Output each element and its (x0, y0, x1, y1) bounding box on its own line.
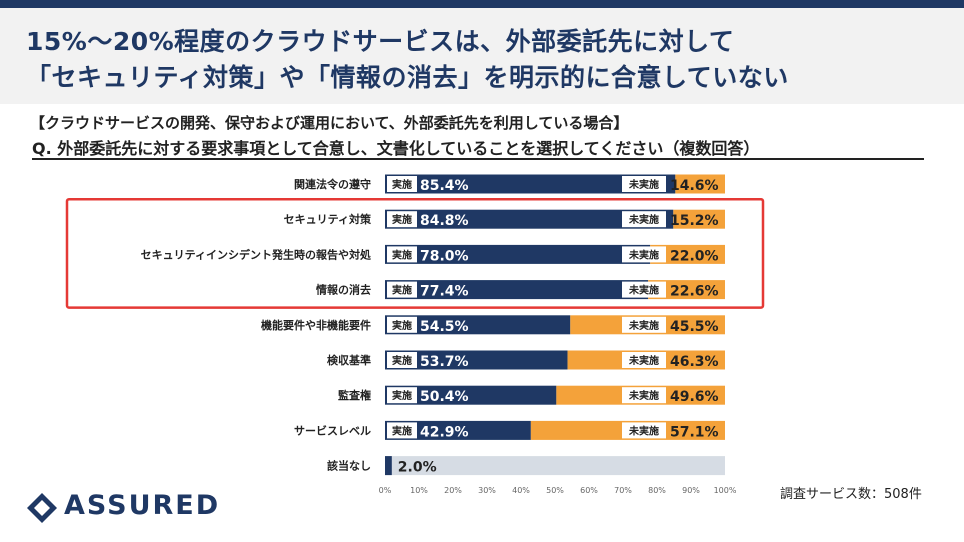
bar-not-implemented (675, 174, 725, 194)
x-tick-label: 90% (682, 486, 700, 495)
category-label: 検収基準 (327, 353, 371, 367)
category-label: 情報の消去 (316, 283, 371, 297)
series-tag-bg-not-implemented (622, 211, 666, 228)
series-tag-not-implemented: 未実施 (628, 248, 659, 261)
series-tag-not-implemented: 未実施 (628, 424, 659, 437)
series-tag-bg-implemented (387, 316, 417, 333)
x-tick-label: 40% (512, 486, 530, 495)
x-tick-label: 0% (379, 486, 392, 495)
x-tick-label: 100% (714, 486, 737, 495)
series-tag-bg-not-implemented (622, 176, 666, 192)
value-label-not-implemented: 15.2% (670, 213, 719, 229)
value-label-not-implemented: 57.1% (670, 424, 719, 440)
header-band: 15%～20%程度のクラウドサービスは、外部委託先に対して 「セキュリティ対策」… (0, 8, 964, 104)
x-tick-label: 80% (648, 486, 666, 495)
series-tag-bg-not-implemented (622, 352, 666, 368)
series-tag-not-implemented: 未実施 (628, 213, 659, 226)
series-tag-implemented: 実施 (392, 354, 412, 367)
survey-condition: 【クラウドサービスの開発、保守および運用において、外部委託先を利用している場合】 (30, 114, 629, 132)
question-underline (32, 158, 924, 160)
bar-not-implemented (650, 244, 725, 264)
series-tag-not-implemented: 未実施 (628, 284, 659, 297)
survey-question: Q. 外部委託先に対する要求事項として合意し、文書化していることを選択してくださ… (32, 139, 760, 158)
assured-logo: ASSURED (24, 488, 254, 528)
value-label-not-implemented: 46.3% (670, 354, 719, 370)
series-tag-implemented: 実施 (392, 424, 412, 437)
series-tag-implemented: 実施 (392, 248, 412, 261)
value-label-not-implemented: 49.6% (670, 389, 719, 405)
category-label: セキュリティ対策 (284, 212, 372, 226)
category-label: 関連法令の遵守 (294, 177, 371, 191)
value-label-implemented: 85.4% (420, 178, 469, 194)
category-label: セキュリティインシデント発生時の報告や対処 (141, 247, 372, 261)
x-tick-label: 20% (444, 486, 462, 495)
category-label: 機能要件や非機能要件 (261, 318, 371, 332)
value-label-implemented: 2.0% (398, 460, 437, 476)
bar-implemented (385, 174, 676, 194)
series-tag-bg-implemented (387, 211, 417, 228)
series-tag-not-implemented: 未実施 (628, 319, 659, 332)
series-tag-not-implemented: 未実施 (628, 389, 659, 402)
value-label-not-implemented: 14.6% (670, 178, 719, 194)
bar-implemented (385, 280, 649, 300)
top-accent-bar (0, 0, 964, 8)
highlight-frame (65, 197, 765, 309)
series-tag-implemented: 実施 (392, 213, 412, 226)
bar-not-implemented (673, 209, 725, 229)
series-tag-bg-not-implemented (622, 246, 666, 263)
bar-not-implemented (648, 280, 725, 300)
bar-implemented (385, 244, 651, 264)
series-tag-implemented: 実施 (392, 319, 412, 332)
value-label-not-implemented: 45.5% (670, 319, 719, 335)
value-label-implemented: 84.8% (420, 213, 469, 229)
x-tick-label: 50% (546, 486, 564, 495)
series-tag-bg-implemented (387, 352, 417, 368)
bar-implemented (385, 420, 531, 440)
bar-background (385, 456, 725, 476)
logo-mark-icon (27, 493, 57, 523)
value-label-implemented: 77.4% (420, 284, 469, 300)
x-tick-label: 60% (580, 486, 598, 495)
category-label: サービスレベル (294, 423, 371, 437)
stacked-bar-chart: 関連法令の遵守 実施 85.4% 未実施 14.6%セキュリティ対策 実施 84.8% 未実施… (65, 174, 765, 495)
value-label-implemented: 50.4% (420, 389, 469, 405)
series-tag-implemented: 実施 (392, 284, 412, 297)
category-label: 監査権 (338, 388, 371, 402)
title-line-1: 15%～20%程度のクラウドサービスは、外部委託先に対して (26, 27, 735, 56)
series-tag-bg-not-implemented (622, 422, 666, 439)
category-label: 該当なし (327, 459, 371, 473)
value-label-implemented: 53.7% (420, 354, 469, 370)
series-tag-implemented: 実施 (392, 178, 412, 191)
value-label-implemented: 54.5% (420, 319, 469, 335)
series-tag-bg-not-implemented (622, 316, 666, 333)
sample-size-note: 調査サービス数：508件 (780, 487, 922, 502)
series-tag-implemented: 実施 (392, 389, 412, 402)
bar-implemented (385, 456, 392, 476)
series-tag-not-implemented: 未実施 (628, 178, 659, 191)
value-label-implemented: 78.0% (420, 248, 469, 264)
series-tag-bg-not-implemented (622, 281, 666, 298)
x-tick-label: 70% (614, 486, 632, 495)
bar-implemented (385, 315, 571, 335)
series-tag-bg-implemented (387, 281, 417, 298)
series-tag-bg-implemented (387, 246, 417, 263)
series-tag-bg-implemented (387, 176, 417, 192)
series-tag-not-implemented: 未実施 (628, 354, 659, 367)
title-line-2: 「セキュリティ対策」や「情報の消去」を明示的に合意していない (26, 63, 789, 92)
value-label-implemented: 42.9% (420, 424, 469, 440)
bar-implemented (385, 385, 557, 405)
value-label-not-implemented: 22.0% (670, 248, 719, 264)
x-tick-label: 30% (478, 486, 496, 495)
series-tag-bg-not-implemented (622, 387, 666, 404)
logo-text: ASSURED (64, 490, 221, 521)
series-tag-bg-implemented (387, 422, 417, 439)
x-tick-label: 10% (410, 486, 428, 495)
bar-implemented (385, 209, 674, 229)
bar-implemented (385, 350, 568, 370)
series-tag-bg-implemented (387, 387, 417, 404)
value-label-not-implemented: 22.6% (670, 284, 719, 300)
